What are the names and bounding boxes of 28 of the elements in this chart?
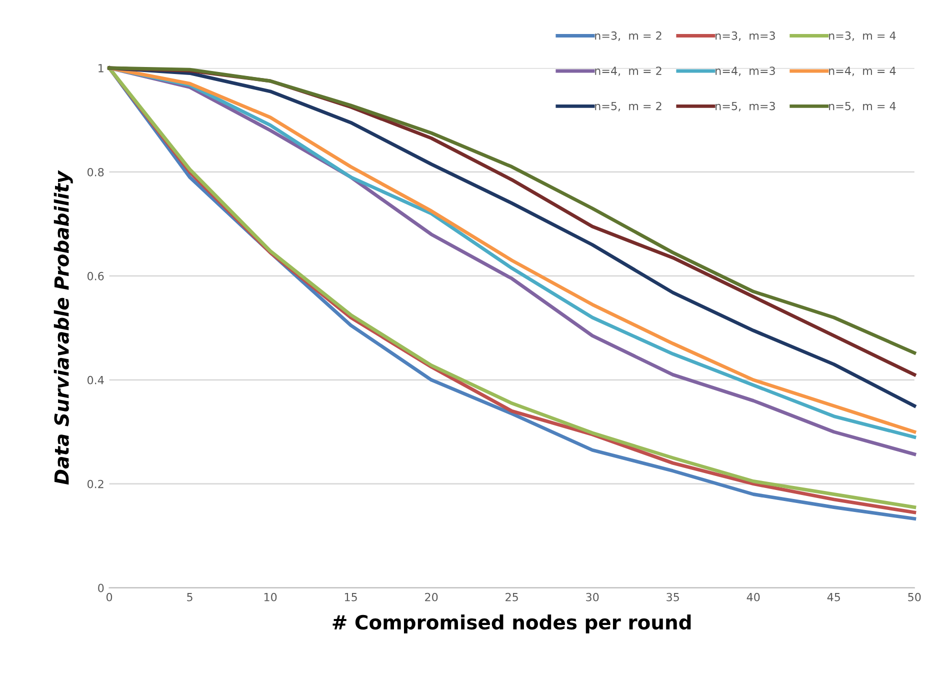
x-axis-title: # Compromised nodes per round [332, 614, 691, 634]
x-tick-label: 10 [264, 592, 277, 602]
legend-label: n=5, m=3 [716, 102, 775, 112]
legend-label: n=5, m = 2 [595, 102, 662, 112]
x-tick-label: 30 [586, 592, 599, 602]
legend-label: n=4, m=3 [716, 66, 775, 76]
y-tick-label: 0.4 [87, 376, 104, 384]
y-tick-label: 0.2 [87, 480, 104, 488]
y-tick-label: 1 [98, 64, 104, 72]
x-tick-label: 40 [746, 592, 760, 602]
y-tick-label: 0 [98, 584, 104, 592]
y-tick-label: 0.6 [87, 272, 104, 280]
x-tick-label: 45 [827, 593, 840, 602]
legend-label: n=5, m = 4 [829, 102, 896, 112]
y-tick-label: 0.8 [87, 168, 104, 176]
x-tick-label: 0 [106, 592, 112, 602]
legend-label: n=3, m = 2 [595, 31, 662, 41]
x-tick-label: 20 [425, 592, 438, 602]
legend-label: n=3, m=3 [716, 31, 775, 41]
x-tick-label: 35 [666, 592, 679, 602]
x-tick-label: 5 [187, 593, 192, 602]
legend-label: n=4, m = 4 [829, 66, 896, 76]
x-tick-label: 25 [506, 592, 518, 602]
legend-label: n=3, m = 4 [829, 31, 896, 41]
x-tick-label: 15 [344, 593, 357, 602]
legend-label: n=4, m = 2 [595, 66, 662, 76]
y-axis-title: Data Surviavable Probability [54, 170, 73, 485]
x-tick-label: 50 [908, 592, 921, 602]
